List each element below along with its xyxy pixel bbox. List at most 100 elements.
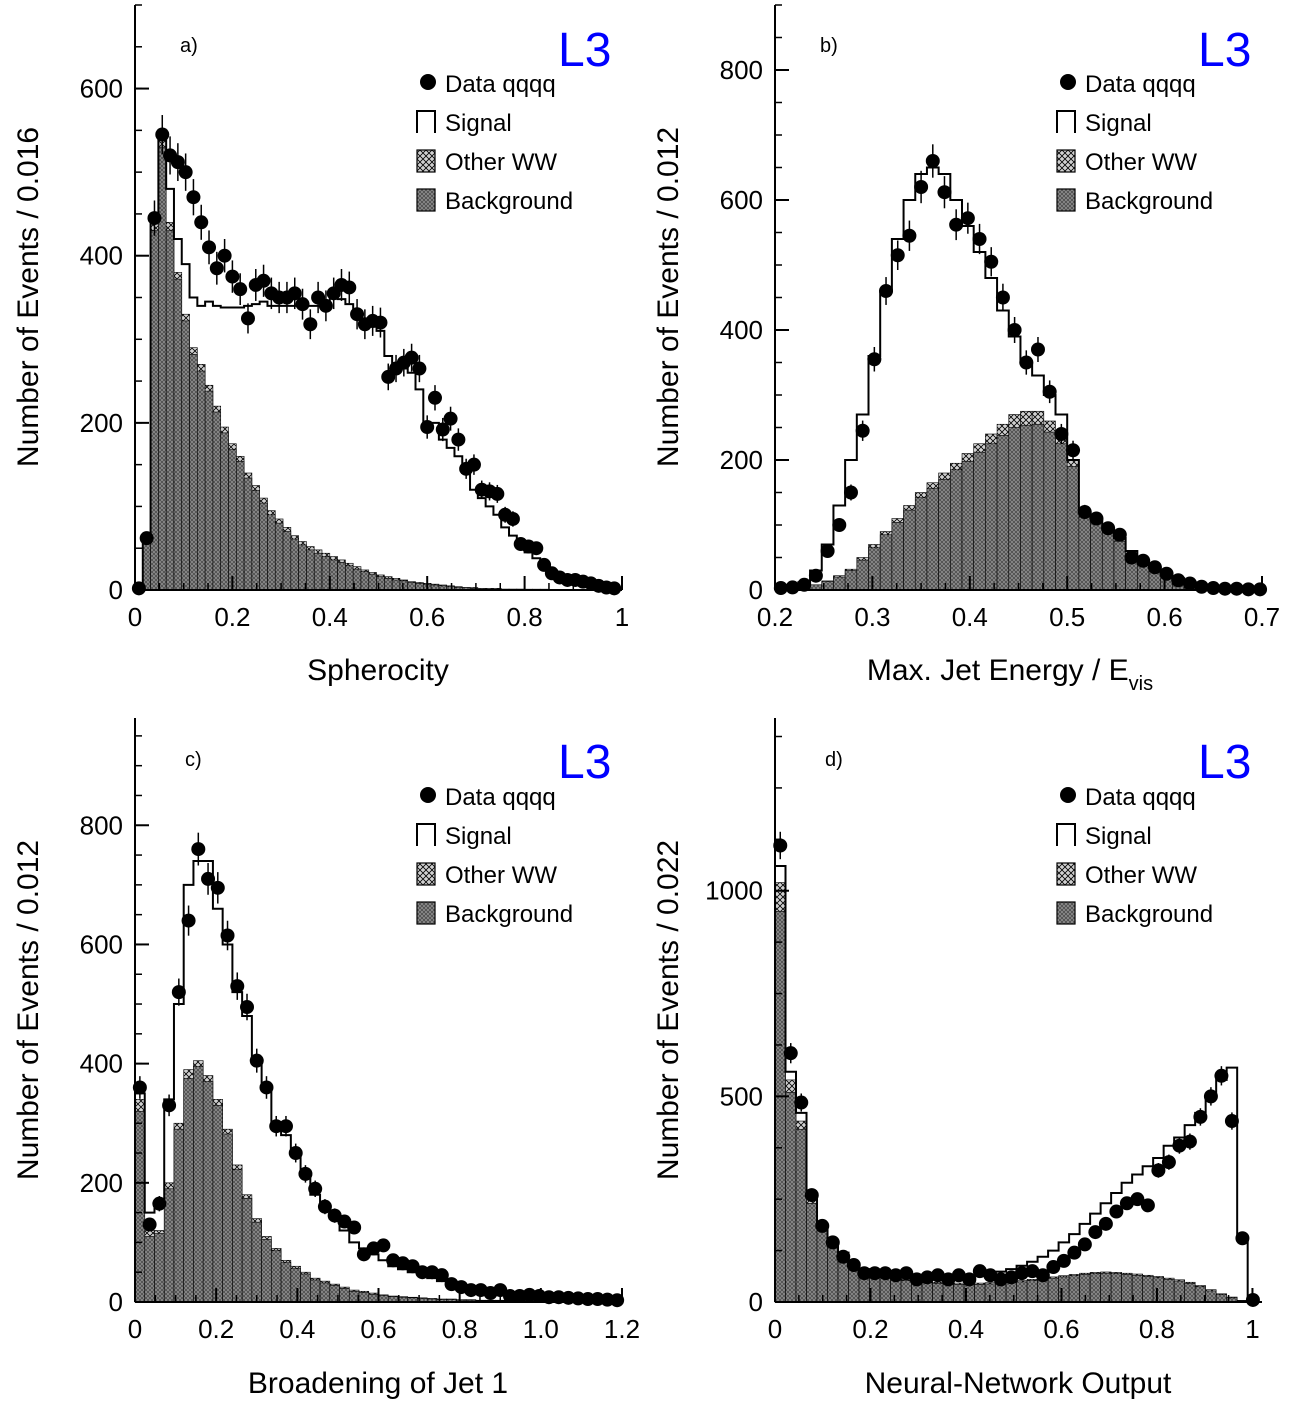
data-point-marker	[914, 180, 929, 194]
background-bar	[282, 531, 292, 591]
legend-label: Data qqqq	[445, 71, 556, 98]
data-point-marker	[983, 1268, 998, 1283]
data-point-marker	[318, 298, 333, 313]
background-bar	[827, 1245, 839, 1303]
legend-label: Data qqqq	[1085, 784, 1196, 811]
data-point	[949, 209, 964, 241]
data-point-marker	[404, 350, 419, 365]
panel-b: 0.2 0.3 0.4 0.5 0.6 0.7 0 200 400 600 800 b) L3 Da…	[652, 4, 1280, 695]
data-point-marker	[1077, 1237, 1092, 1252]
background-bar	[1037, 1279, 1049, 1303]
data-point-marker	[147, 211, 162, 226]
data-point-marker	[925, 154, 940, 168]
data-points-layer	[131, 115, 622, 596]
data-point	[993, 1272, 1008, 1287]
data-point-marker	[209, 261, 224, 276]
data-point	[843, 484, 858, 501]
data-point	[1159, 566, 1174, 581]
legend-item: Background	[1056, 901, 1213, 928]
data-point-marker	[794, 1095, 809, 1110]
data-point-marker	[202, 240, 217, 255]
data-point	[225, 260, 240, 293]
background-bar	[1205, 1290, 1217, 1303]
legend: Data qqqq Signal Other WW Background	[416, 784, 573, 928]
dense-hatch-icon	[416, 188, 436, 212]
background-bar	[220, 432, 229, 591]
data-point-marker	[808, 568, 823, 583]
legend-label: Signal	[445, 110, 512, 137]
background-bar	[1020, 425, 1033, 591]
open-box-icon	[416, 110, 436, 133]
data-point-marker	[152, 1196, 167, 1211]
x-axis-title: Broadening of Jet 1	[248, 1367, 508, 1400]
data-point	[342, 271, 357, 304]
background-bar	[1152, 1277, 1164, 1303]
panel-label: a)	[180, 35, 198, 57]
background-bar	[267, 514, 276, 591]
data-point-marker	[1124, 550, 1139, 565]
background-bar	[154, 1233, 165, 1303]
x-tick-label: 0.6	[1147, 602, 1183, 632]
data-point	[298, 1165, 313, 1183]
ticks-layer: 0 0.2 0.4 0.6 0.8 1.0 1.2 0 200 400 600 800	[80, 718, 640, 1344]
data-point-marker	[867, 1266, 882, 1281]
data-point-marker	[350, 307, 365, 322]
data-point-marker	[899, 1266, 914, 1281]
data-point-marker	[1235, 1231, 1250, 1246]
legend-item: Signal	[1056, 110, 1152, 137]
background-bar	[942, 1283, 954, 1303]
data-point-marker	[412, 361, 427, 376]
data-point-marker	[941, 1272, 956, 1287]
data-point	[308, 1180, 323, 1197]
background-histogram	[134, 146, 525, 591]
data-point	[170, 143, 185, 182]
x-tick-label: 1.0	[523, 1314, 559, 1344]
data-point	[825, 1235, 840, 1250]
data-point	[909, 1272, 924, 1287]
data-point	[240, 303, 255, 334]
cross-hatch-icon	[416, 862, 436, 886]
background-bar	[785, 1091, 797, 1303]
data-point-marker	[1112, 527, 1127, 542]
background-bar	[996, 434, 1010, 591]
data-point-marker	[178, 165, 193, 180]
data-point-marker	[171, 985, 186, 1000]
data-point-marker	[1042, 384, 1057, 399]
background-bar	[189, 354, 198, 591]
data-point	[846, 1257, 861, 1272]
data-point-marker	[1119, 1196, 1134, 1211]
data-point	[132, 1076, 147, 1099]
data-point-marker	[502, 1289, 517, 1304]
data-point-marker	[815, 1218, 830, 1233]
data-point	[983, 1268, 998, 1283]
y-tick-label: 0	[749, 575, 763, 605]
data-point	[147, 200, 162, 236]
data-point-marker	[181, 913, 196, 928]
data-point	[984, 247, 999, 277]
data-point	[139, 531, 154, 546]
data-point-marker	[949, 217, 964, 232]
experiment-tag: L3	[1198, 736, 1251, 789]
data-point	[972, 223, 987, 255]
background-bar	[806, 1202, 818, 1303]
legend-label: Signal	[445, 823, 512, 850]
data-point	[804, 1188, 819, 1203]
data-point-marker	[888, 1268, 903, 1283]
data-point	[529, 541, 544, 556]
data-point	[209, 251, 224, 285]
x-tick-label: 0.5	[1049, 602, 1085, 632]
data-point	[1182, 576, 1197, 591]
data-point-marker	[186, 190, 201, 205]
data-point-marker	[415, 1265, 430, 1280]
data-point	[131, 581, 146, 596]
data-point-marker	[984, 254, 999, 269]
data-point	[376, 1238, 391, 1253]
data-point	[502, 1289, 517, 1304]
data-point	[434, 1268, 449, 1283]
filled-circle-icon	[420, 787, 436, 803]
panel-label: d)	[825, 749, 843, 771]
data-point-marker	[170, 155, 185, 170]
background-bar	[165, 230, 175, 591]
x-tick-label: 0	[128, 602, 142, 632]
background-bar	[1121, 1274, 1133, 1303]
